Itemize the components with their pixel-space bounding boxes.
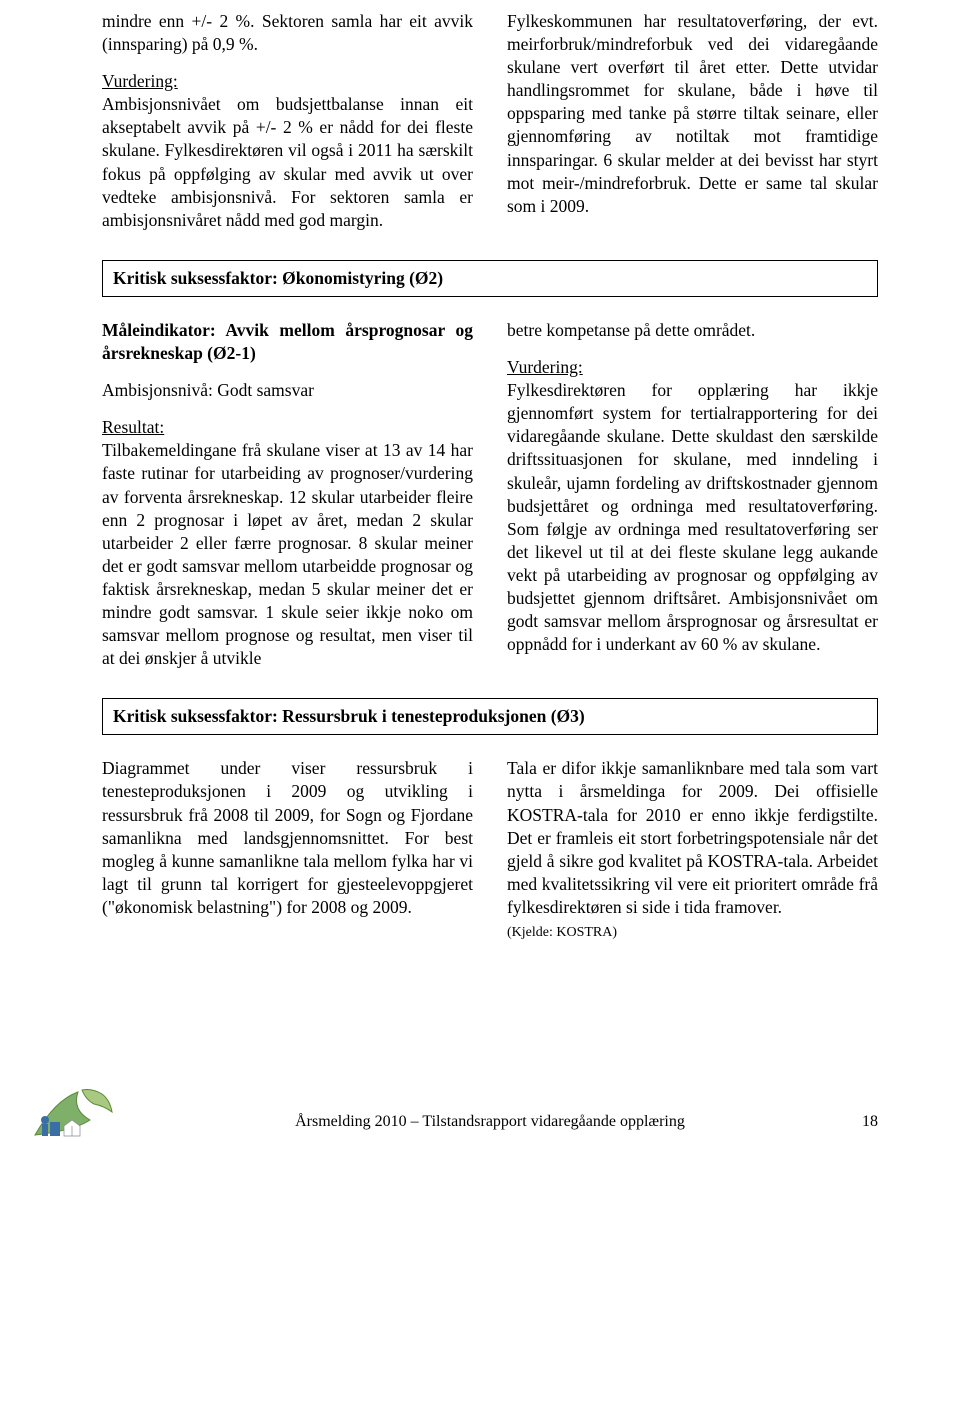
s2-right-body: Vurdering: Fylkesdirektøren for opplærin… — [507, 356, 878, 656]
footer-text: Årsmelding 2010 – Tilstandsrapport vidar… — [102, 1111, 878, 1132]
ambisjonsniva: Ambisjonsnivå: Godt samsvar — [102, 379, 473, 402]
kjelde: (Kjelde: KOSTRA) — [507, 925, 617, 940]
section-1-left: mindre enn +/- 2 %. Sektoren samla har e… — [102, 10, 473, 246]
s1-left-body: Ambisjonsnivået om budsjettbalanse innan… — [102, 94, 473, 229]
s3-right-body: Tala er difor ikkje samanliknbare med ta… — [507, 757, 878, 942]
s3-left-p1: Diagrammet under viser ressursbruk i ten… — [102, 757, 473, 919]
s1-right-p1: Fylkeskommunen har resultatoverføring, d… — [507, 10, 878, 218]
vurdering-label-2: Vurdering: — [507, 357, 583, 377]
box1-text: Kritisk suksessfaktor: Økonomistyring (Ø… — [113, 268, 443, 288]
section-1-right: Fylkeskommunen har resultatoverføring, d… — [507, 10, 878, 246]
s2-right-p0: betre kompetanse på dette området. — [507, 319, 878, 342]
box2-text: Kritisk suksessfaktor: Ressursbruk i ten… — [113, 706, 585, 726]
section-2: Måleindikator: Avvik mellom årsprognosar… — [102, 319, 878, 684]
page-footer: Årsmelding 2010 – Tilstandsrapport vidar… — [102, 1076, 878, 1136]
section-1: mindre enn +/- 2 %. Sektoren samla har e… — [102, 10, 878, 246]
s2-right-text: Fylkesdirektøren for opplæring har ikkje… — [507, 380, 878, 654]
box-okonomistyring: Kritisk suksessfaktor: Økonomistyring (Ø… — [102, 260, 878, 297]
vurdering-label: Vurdering: — [102, 71, 178, 91]
s3-right-p1: Tala er difor ikkje samanliknbare med ta… — [507, 758, 878, 917]
box-ressursbruk: Kritisk suksessfaktor: Ressursbruk i ten… — [102, 698, 878, 735]
section-3-right: Tala er difor ikkje samanliknbare med ta… — [507, 757, 878, 956]
s2-left-text: Tilbakemeldingane frå skulane viser at 1… — [102, 440, 473, 668]
maleindikator-heading: Måleindikator: Avvik mellom årsprognosar… — [102, 319, 473, 365]
section-2-left: Måleindikator: Avvik mellom årsprognosar… — [102, 319, 473, 684]
page-number: 18 — [862, 1111, 878, 1132]
section-3-left: Diagrammet under viser ressursbruk i ten… — [102, 757, 473, 956]
section-3: Diagrammet under viser ressursbruk i ten… — [102, 757, 878, 956]
s2-left-body: Resultat: Tilbakemeldingane frå skulane … — [102, 416, 473, 670]
section-2-right: betre kompetanse på dette området. Vurde… — [507, 319, 878, 684]
resultat-label: Resultat: — [102, 417, 164, 437]
s1-left-p1: mindre enn +/- 2 %. Sektoren samla har e… — [102, 10, 473, 56]
s1-left-p2: Vurdering: Ambisjonsnivået om budsjettba… — [102, 70, 473, 232]
